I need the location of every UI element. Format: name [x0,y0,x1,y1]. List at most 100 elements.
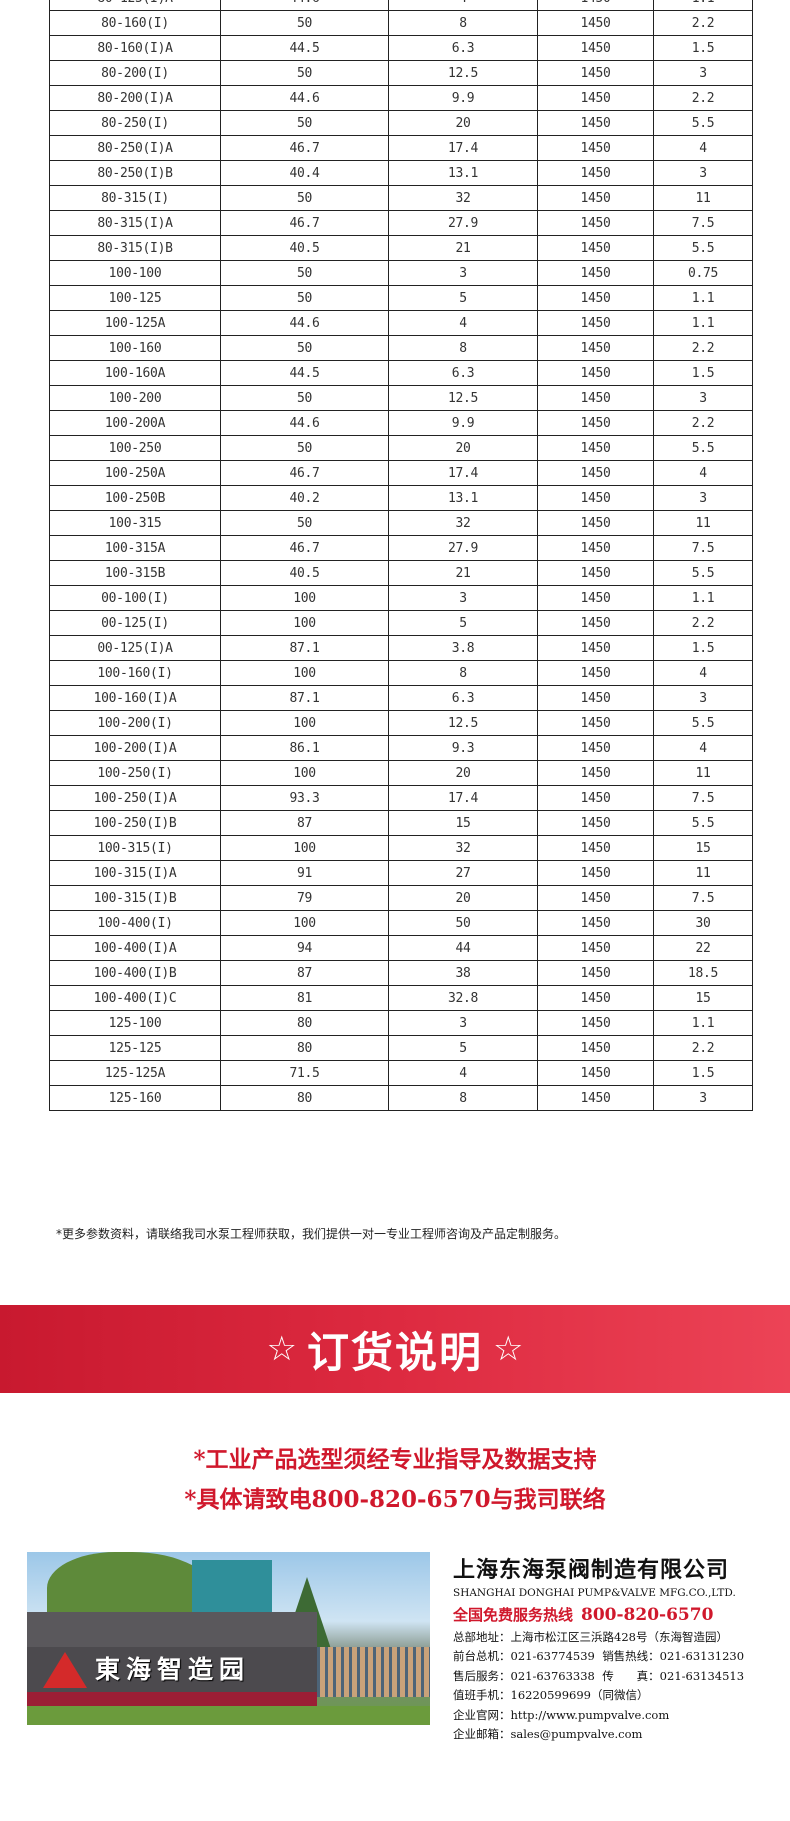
table-cell: 79 [220,885,389,911]
table-row: 80-160(I)A 44.5 6.3 1450 1.5 [49,35,753,61]
table-cell: 4 [388,0,538,11]
table-row: 125-125 80 5 1450 2.2 [49,1035,753,1061]
table-cell: 1450 [537,1010,654,1036]
table-cell: 44 [388,935,538,961]
table-cell: 4 [653,135,753,161]
table-cell: 100-160(I)A [49,685,221,711]
table-cell: 1.1 [653,310,753,336]
table-row: 100-400(I) 100 50 1450 30 [49,910,753,936]
table-cell: 7.5 [653,885,753,911]
table-cell: 100-200 [49,385,221,411]
table-row: 100-250B 40.2 13.1 1450 3 [49,485,753,511]
order-line-1: *工业产品选型须经专业指导及数据支持 [193,1446,597,1473]
table-cell: 80-200(I)A [49,85,221,111]
table-cell: 125-100 [49,1010,221,1036]
table-cell: 50 [220,435,389,461]
table-cell: 32.8 [388,985,538,1011]
table-cell: 32 [388,835,538,861]
table-cell: 32 [388,510,538,536]
table-cell: 1450 [537,835,654,861]
after-sales: 售后服务：021-63763338 [453,1668,595,1683]
table-cell: 87 [220,960,389,986]
table-cell: 5.5 [653,810,753,836]
hotline: 全国免费服务热线 800-820-6570 [453,1604,758,1625]
table-cell: 1450 [537,1035,654,1061]
table-cell: 80-160(I) [49,10,221,36]
table-cell: 1.1 [653,0,753,11]
table-row: 100-200A 44.6 9.9 1450 2.2 [49,410,753,436]
table-cell: 93.3 [220,785,389,811]
table-cell: 1450 [537,510,654,536]
table-row: 80-250(I)A 46.7 17.4 1450 4 [49,135,753,161]
table-cell: 9.3 [388,735,538,761]
table-row: 100-315(I) 100 32 1450 15 [49,835,753,861]
table-cell: 100-250(I)A [49,785,221,811]
table-cell: 3 [653,60,753,86]
table-cell: 44.6 [220,85,389,111]
table-cell: 50 [388,910,538,936]
table-row: 80-200(I) 50 12.5 1450 3 [49,60,753,86]
sales-line: 销售热线：021-63131230 [602,1649,745,1663]
table-cell: 5.5 [653,560,753,586]
website-link[interactable]: 企业官网：http://www.pumpvalve.com [453,1707,670,1722]
table-cell: 27.9 [388,210,538,236]
hotline-number: 800-820-6570 [581,1605,714,1625]
company-info: 上海东海泵阀制造有限公司 SHANGHAI DONGHAI PUMP&VALVE… [453,1552,758,1742]
table-cell: 1450 [537,535,654,561]
table-cell: 3 [653,385,753,411]
table-row: 100-250(I) 100 20 1450 11 [49,760,753,786]
table-row: 80-315(I) 50 32 1450 11 [49,185,753,211]
table-cell: 11 [653,185,753,211]
table-row: 100-125 50 5 1450 1.1 [49,285,753,311]
table-cell: 100-250(I)B [49,810,221,836]
table-row: 100-315(I)A 91 27 1450 11 [49,860,753,886]
table-cell: 50 [220,10,389,36]
company-name-en: SHANGHAI DONGHAI PUMP&VALVE MFG.CO.,LTD. [453,1587,736,1599]
table-row: 100-250(I)A 93.3 17.4 1450 7.5 [49,785,753,811]
table-cell: 1450 [537,735,654,761]
table-cell: 2.2 [653,335,753,361]
table-cell: 87.1 [220,685,389,711]
table-cell: 12.5 [388,60,538,86]
table-cell: 12.5 [388,710,538,736]
table-cell: 100-315B [49,560,221,586]
gate [317,1647,430,1697]
table-cell: 81 [220,985,389,1011]
table-cell: 9.9 [388,85,538,111]
table-cell: 6.3 [388,360,538,386]
table-row: 100-160 50 8 1450 2.2 [49,335,753,361]
table-cell: 3.8 [388,635,538,661]
table-cell: 15 [653,985,753,1011]
table-row: 100-400(I)C 81 32.8 1450 15 [49,985,753,1011]
grass [27,1706,430,1725]
table-cell: 3 [388,260,538,286]
table-row: 100-160A 44.5 6.3 1450 1.5 [49,360,753,386]
table-cell: 87 [220,810,389,836]
table-cell: 100-315(I)A [49,860,221,886]
table-row: 100-315(I)B 79 20 1450 7.5 [49,885,753,911]
table-row: 125-160 80 8 1450 3 [49,1085,753,1111]
table-cell: 1450 [537,310,654,336]
table-cell: 1450 [537,385,654,411]
table-cell: 100 [220,585,389,611]
table-cell: 1450 [537,210,654,236]
table-cell: 1450 [537,985,654,1011]
table-cell: 100-100 [49,260,221,286]
table-cell: 38 [388,960,538,986]
table-cell: 80 [220,1035,389,1061]
table-row: 100-250A 46.7 17.4 1450 4 [49,460,753,486]
table-cell: 1450 [537,85,654,111]
table-cell: 46.7 [220,535,389,561]
table-cell: 3 [653,160,753,186]
table-cell: 8 [388,1085,538,1111]
table-cell: 3 [653,685,753,711]
table-cell: 11 [653,760,753,786]
factory-photo: 東海智造园 [27,1552,430,1725]
email-link[interactable]: 企业邮箱：sales@pumpvalve.com [453,1727,643,1741]
order-info-banner: ☆ 订货说明 ☆ [0,1305,790,1393]
table-row: 80-160(I) 50 8 1450 2.2 [49,10,753,36]
table-cell: 44.6 [220,310,389,336]
table-cell: 1450 [537,485,654,511]
table-cell: 4 [653,660,753,686]
table-cell: 1450 [537,135,654,161]
